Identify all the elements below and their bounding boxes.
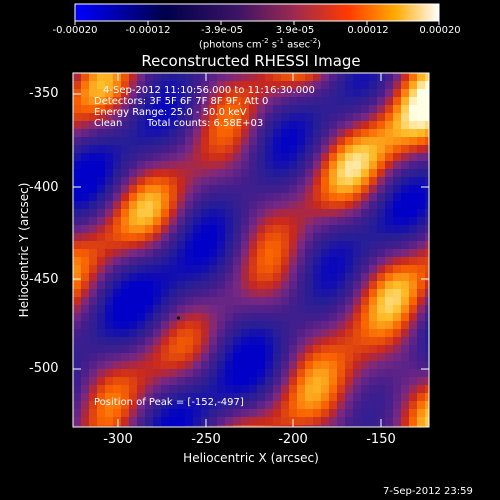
colorbar-tick-label: -3.9e-05 (201, 25, 243, 36)
solar-image (73, 73, 429, 427)
plot-title: Reconstructed RHESSI Image (141, 52, 361, 70)
peak-position: Position of Peak = [-152,-497] (94, 397, 244, 408)
y-axis-label: Heliocentric Y (arcsec) (17, 182, 31, 318)
y-tick-label: -450 (29, 272, 59, 287)
y-tick-label: -350 (29, 86, 59, 101)
x-tick-label: -250 (191, 432, 221, 447)
x-tick-label: -200 (278, 432, 308, 447)
x-tick-label: -150 (366, 432, 396, 447)
colorbar-units: (photons cm-2 s-1 asec-2) (198, 37, 322, 51)
colorbar (74, 3, 440, 22)
detectors: Detectors: 3F 5F 6F 7F 8F 9F, Att 0 (94, 96, 269, 107)
clean-method: Clean (94, 118, 123, 129)
colorbar-tick-label: -0.00020 (52, 25, 98, 36)
axis-ticks (73, 73, 429, 427)
peak-marker-icon (177, 316, 180, 320)
colorbar-tick-label: 0.00012 (347, 25, 389, 36)
energy-range: Energy Range: 25.0 - 50.0 keV (94, 107, 247, 118)
plot-frame (72, 72, 430, 428)
footer-timestamp: 7-Sep-2012 23:59 (383, 486, 473, 497)
colorbar-tick-label: -0.00012 (125, 25, 171, 36)
y-tick-label: -400 (29, 180, 59, 195)
y-tick-label: -500 (29, 361, 59, 376)
colorbar-ticks (74, 21, 440, 25)
colorbar-tick-label: 0.00020 (419, 25, 461, 36)
x-tick-label: -300 (103, 432, 133, 447)
total-counts: Total counts: 6.58E+03 (147, 118, 264, 129)
x-axis-label: Heliocentric X (arcsec) (183, 451, 319, 465)
colorbar-tick-label: 3.9e-05 (275, 25, 315, 36)
time-range: 4-Sep-2012 11:10:56.000 to 11:16:30.000 (103, 85, 315, 96)
